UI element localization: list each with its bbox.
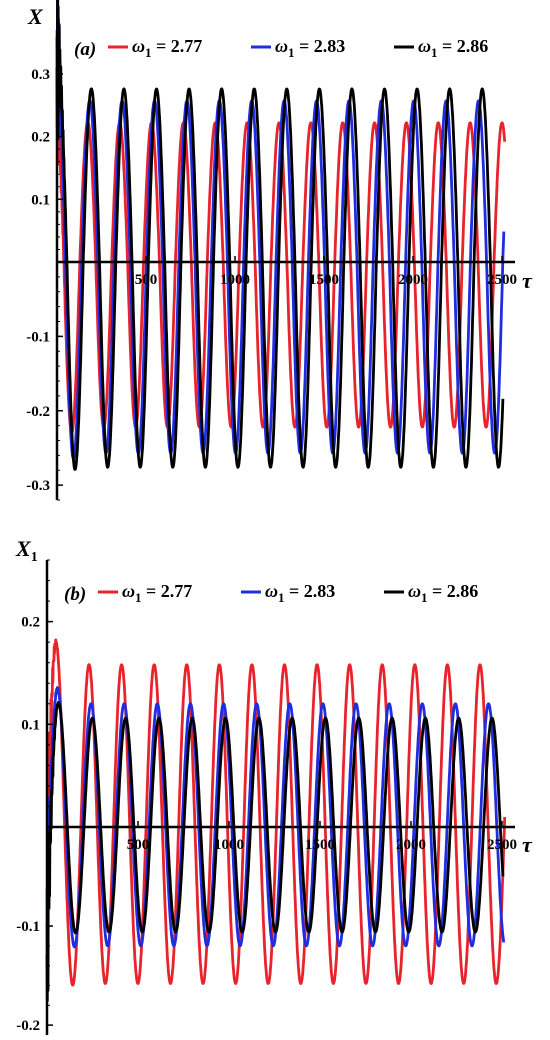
legend-b: ω1 = 2.77 ω1 = 2.83 ω1 = 2.86: [98, 581, 478, 605]
x-tick-label: 1500: [309, 272, 339, 288]
series-line-3: [55, 0, 505, 471]
series-layer-a: [55, 0, 507, 471]
x-tick-label: 500: [135, 272, 158, 288]
x-tick-label: 2500: [487, 272, 517, 288]
series-line-1: [45, 638, 507, 987]
legend-a: ω1 = 2.77 ω1 = 2.83 ω1 = 2.86: [108, 36, 488, 60]
legend-label-3: ω1 = 2.86: [408, 581, 478, 605]
chart-panel-b: 500 1000 1500 2000 2500 0.2 0.1 -0.1 -0.2 X1 τ (…: [15, 536, 533, 1035]
panel-label-b: (b): [64, 584, 86, 605]
legend-label-2: ω1 = 2.83: [265, 581, 335, 605]
y-axis-title-b: X1: [15, 536, 38, 565]
y-tick-label: 0.2: [31, 130, 50, 146]
x-tick-label: 2500: [487, 837, 517, 853]
series-layer-b: [45, 638, 507, 1003]
legend-label-3: ω1 = 2.86: [418, 36, 488, 60]
y-tick-label: 0.2: [21, 615, 40, 631]
y-tick-label: -0.1: [26, 329, 50, 345]
y-tick-label: -0.2: [26, 404, 50, 420]
x-tick-label: 500: [127, 837, 150, 853]
y-tick-label: 0.1: [21, 717, 40, 733]
x-tick-label: 1000: [214, 837, 244, 853]
series-line-2: [55, 0, 506, 460]
chart-panel-a: 500 1000 1500 2000 2500 0.3 0.2 0.1 -0.1 -0.2 -0.3…: [26, 0, 533, 501]
y-tick-label: -0.3: [26, 478, 50, 494]
legend-label-2: ω1 = 2.83: [275, 36, 345, 60]
series-line-2: [45, 686, 506, 971]
legend-label-1: ω1 = 2.77: [122, 581, 192, 605]
y-tick-label: 0.1: [31, 192, 50, 208]
ticks-layer-b: 500 1000 1500 2000 2500 0.2 0.1 -0.1 -0.2: [16, 559, 517, 1034]
x-tick-label: 2000: [396, 837, 426, 853]
x-tick-label: 1500: [305, 837, 335, 853]
ticks-layer-a: 500 1000 1500 2000 2500 0.3 0.2 0.1 -0.1 -0.2 -0.3: [26, 35, 517, 501]
x-axis-title-a: τ: [522, 268, 533, 293]
y-axis-title-a: X: [27, 4, 44, 29]
y-tick-label: 0.3: [31, 67, 50, 83]
x-tick-label: 2000: [398, 272, 428, 288]
y-tick-label: -0.1: [16, 919, 40, 935]
panel-label-a: (a): [74, 39, 96, 60]
x-axis-title-b: τ: [522, 832, 533, 857]
y-tick-label: -0.2: [16, 1018, 40, 1034]
legend-label-1: ω1 = 2.77: [132, 36, 202, 60]
x-tick-label: 1000: [220, 272, 250, 288]
series-line-3: [45, 701, 505, 1003]
